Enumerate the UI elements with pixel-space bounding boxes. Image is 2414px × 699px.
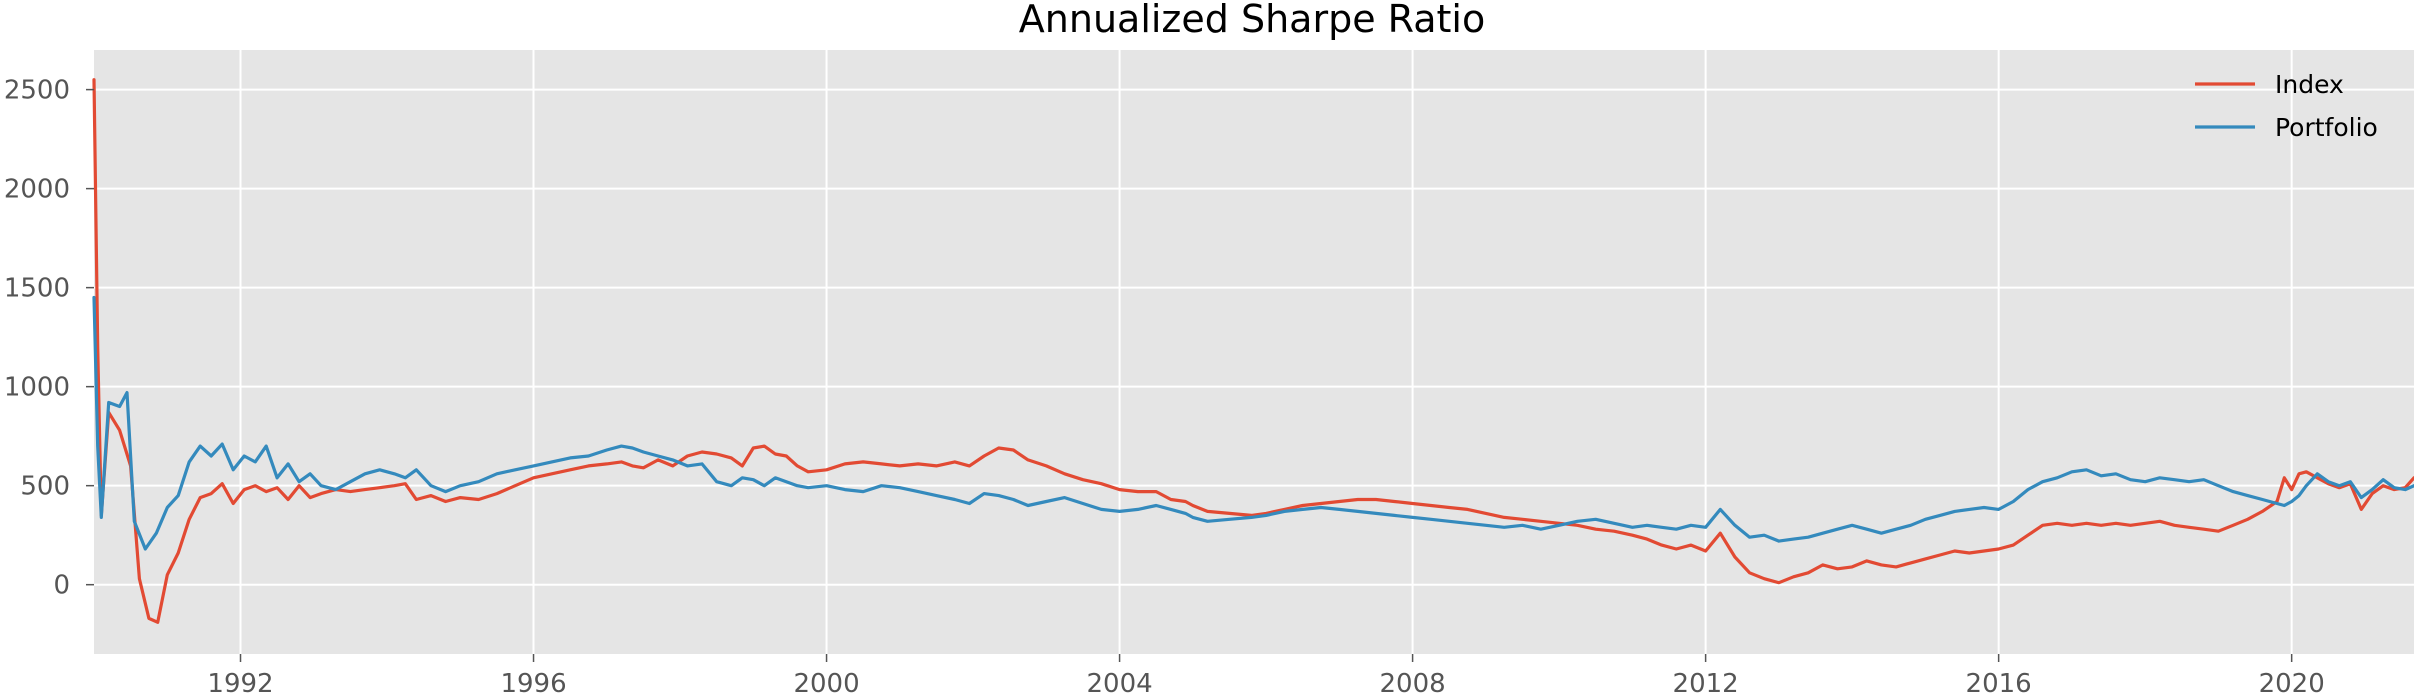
- x-tick-label: 2000: [793, 669, 859, 699]
- y-tick-label: 1500: [4, 274, 70, 304]
- x-tick-label: 1996: [500, 669, 566, 699]
- x-tick-label: 1992: [207, 669, 273, 699]
- series-line-portfolio: [92, 295, 2414, 551]
- x-tick-label: 2012: [1673, 669, 1739, 699]
- y-tick-label: 500: [20, 472, 70, 502]
- y-tick-label: 2000: [4, 175, 70, 205]
- legend-label-portfolio: Portfolio: [2275, 113, 2378, 142]
- y-tick-label: 1000: [4, 373, 70, 403]
- x-tick-label: 2008: [1380, 669, 1446, 699]
- legend-label-index: Index: [2275, 70, 2344, 99]
- y-tick-label: 2500: [4, 76, 70, 106]
- plot-area: [94, 50, 2414, 654]
- y-tick-label: 0: [53, 571, 70, 601]
- x-tick-label: 2004: [1086, 669, 1152, 699]
- x-tick-label: 2020: [2259, 669, 2325, 699]
- chart-title: Annualized Sharpe Ratio: [1019, 0, 1485, 41]
- x-tick-label: 2016: [1966, 669, 2032, 699]
- series-line-index: [92, 78, 2414, 624]
